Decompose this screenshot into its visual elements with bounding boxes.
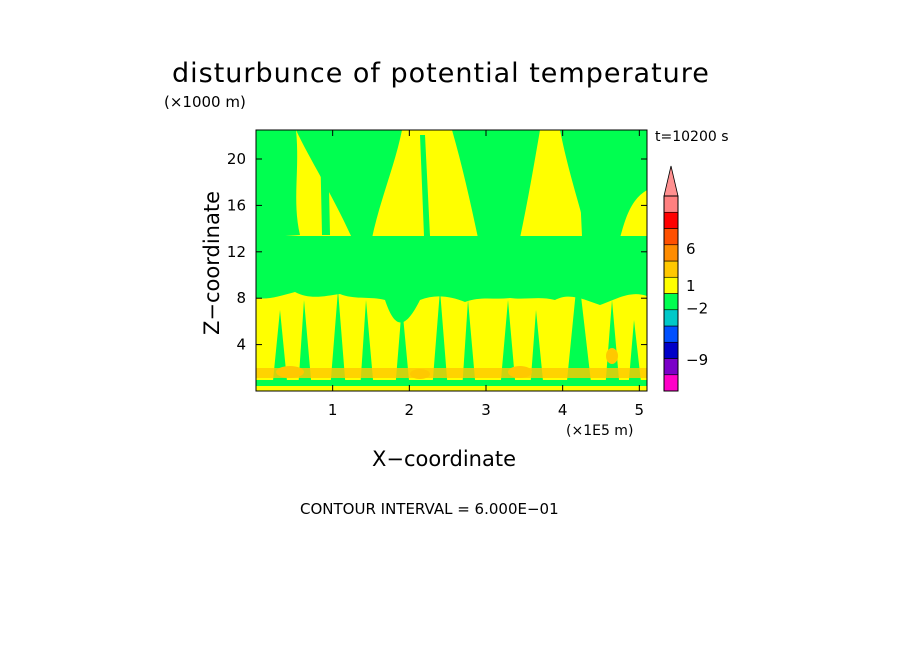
orange-blob — [606, 348, 618, 364]
green-plume — [452, 130, 540, 238]
colorbar-band — [663, 211, 679, 229]
green-streak — [420, 135, 430, 236]
orange-blob — [508, 366, 532, 378]
green-streak — [320, 140, 330, 235]
colorbar-band — [663, 228, 679, 246]
x-tick-label: 4 — [558, 401, 568, 419]
colorbar-band — [663, 358, 679, 376]
contour-field — [256, 130, 647, 391]
green-streak — [578, 150, 590, 236]
y-tick-label: 12 — [227, 243, 246, 261]
y-tick-label: 16 — [227, 196, 246, 214]
x-tick-label: 1 — [328, 401, 338, 419]
colorbar-label: −9 — [686, 351, 708, 369]
green-band — [256, 236, 647, 323]
orange-blob — [276, 366, 304, 378]
colorbar-label: 1 — [686, 277, 696, 295]
colorbar-label: −2 — [686, 299, 708, 317]
colorbar-band — [663, 309, 679, 327]
colorbar-band — [663, 325, 679, 343]
yellow-surface — [256, 386, 647, 391]
colorbar-frame — [663, 195, 679, 392]
time-label: t=10200 s — [655, 129, 729, 145]
colorbar-label: 6 — [686, 240, 696, 258]
contour-interval-note: CONTOUR INTERVAL = 6.000E−01 — [300, 500, 559, 518]
colorbar-band — [663, 374, 679, 392]
orange-layer — [256, 368, 647, 378]
colorbar-band — [663, 195, 679, 213]
plot-frame — [255, 129, 648, 392]
green-spike — [432, 290, 448, 391]
y-axis-unit: (×1000 m) — [164, 93, 246, 111]
colorbar-band — [663, 293, 679, 311]
x-axis-unit: (×1E5 m) — [566, 423, 634, 439]
colorbar-band — [663, 341, 679, 359]
green-streak — [488, 140, 496, 236]
green-surface — [256, 380, 647, 386]
y-tick-label: 8 — [236, 289, 246, 307]
colorbar-band — [663, 276, 679, 294]
colorbar: 6 1 −2 −9 — [663, 165, 708, 392]
chart-title: disturbunce of potential temperature — [172, 58, 710, 89]
green-spike — [566, 270, 592, 391]
colorbar-band — [663, 244, 679, 262]
y-tick-label: 20 — [227, 150, 246, 168]
orange-blob — [410, 369, 430, 379]
x-axis-label: X−coordinate — [372, 447, 516, 471]
x-tick-label: 3 — [481, 401, 491, 419]
y-tick-label: 4 — [236, 336, 246, 354]
colorbar-band — [663, 260, 679, 278]
x-tick-label: 5 — [635, 401, 645, 419]
green-plume — [600, 130, 647, 238]
green-spike — [330, 290, 346, 391]
green-plume — [256, 130, 300, 238]
x-tick-label: 2 — [405, 401, 415, 419]
colorbar-extend-arrow — [663, 165, 679, 197]
